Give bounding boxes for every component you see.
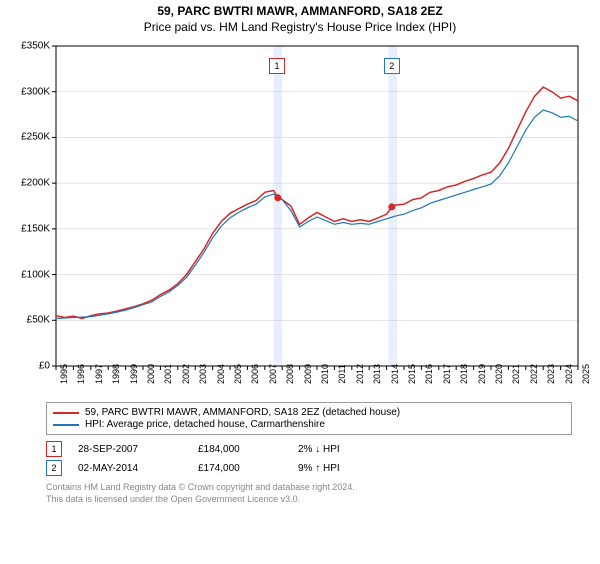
xtick-label: 2018 bbox=[459, 364, 469, 384]
ytick-label: £250K bbox=[10, 132, 50, 143]
xtick-label: 2007 bbox=[268, 364, 278, 384]
xtick-label: 2001 bbox=[163, 364, 173, 384]
sale-price: £184,000 bbox=[198, 444, 298, 455]
highlight-band bbox=[274, 46, 283, 366]
xtick-label: 2014 bbox=[390, 364, 400, 384]
xtick-label: 2024 bbox=[564, 364, 574, 384]
ytick-label: £100K bbox=[10, 269, 50, 280]
xtick-label: 2005 bbox=[233, 364, 243, 384]
xtick-label: 2002 bbox=[181, 364, 191, 384]
xtick-label: 1997 bbox=[94, 364, 104, 384]
legend-label: 59, PARC BWTRI MAWR, AMMANFORD, SA18 2EZ… bbox=[85, 407, 400, 418]
sale-table: 1 28-SEP-2007£184,0002% ↓ HPI 2 02-MAY-2014… bbox=[46, 441, 572, 476]
sale-price: £174,000 bbox=[198, 463, 298, 474]
legend-row: HPI: Average price, detached house, Carm… bbox=[53, 419, 565, 430]
legend-swatch bbox=[53, 424, 79, 426]
xtick-label: 1999 bbox=[129, 364, 139, 384]
sale-marker-box: 1 bbox=[46, 441, 62, 457]
sale-row: 1 28-SEP-2007£184,0002% ↓ HPI bbox=[46, 441, 572, 457]
sale-delta: 2% ↓ HPI bbox=[298, 444, 398, 455]
chart-area: £0 £50K £100K £150K £200K £250K £300K £350K 199… bbox=[10, 38, 590, 398]
legend-row: 59, PARC BWTRI MAWR, AMMANFORD, SA18 2EZ… bbox=[53, 407, 565, 418]
xtick-label: 2006 bbox=[250, 364, 260, 384]
chart-title: 59, PARC BWTRI MAWR, AMMANFORD, SA18 2EZ bbox=[0, 4, 600, 18]
xtick-label: 2019 bbox=[477, 364, 487, 384]
plot-border bbox=[56, 46, 578, 366]
xtick-label: 2023 bbox=[546, 364, 556, 384]
xtick-label: 2012 bbox=[355, 364, 365, 384]
xtick-label: 1995 bbox=[59, 364, 69, 384]
xtick-label: 2013 bbox=[372, 364, 382, 384]
xtick-label: 2004 bbox=[216, 364, 226, 384]
series-line-hpi bbox=[56, 110, 578, 319]
xtick-label: 1996 bbox=[76, 364, 86, 384]
footer-line-2: This data is licensed under the Open Gov… bbox=[46, 494, 572, 506]
sale-marker-box: 2 bbox=[46, 460, 62, 476]
xtick-label: 1998 bbox=[111, 364, 121, 384]
legend-swatch bbox=[53, 412, 79, 414]
sale-row: 2 02-MAY-2014£174,0009% ↑ HPI bbox=[46, 460, 572, 476]
sale-delta: 9% ↑ HPI bbox=[298, 463, 398, 474]
series-line-property bbox=[56, 87, 578, 318]
sale-date: 02-MAY-2014 bbox=[78, 463, 198, 474]
footer-attribution: Contains HM Land Registry data © Crown c… bbox=[46, 482, 572, 505]
ytick-label: £300K bbox=[10, 86, 50, 97]
ytick-label: £0 bbox=[10, 361, 50, 372]
xtick-label: 2022 bbox=[529, 364, 539, 384]
ytick-label: £200K bbox=[10, 178, 50, 189]
xtick-label: 2003 bbox=[198, 364, 208, 384]
sale-marker-dot bbox=[274, 194, 281, 201]
xtick-label: 2008 bbox=[285, 364, 295, 384]
xtick-label: 2016 bbox=[424, 364, 434, 384]
chart-subtitle: Price paid vs. HM Land Registry's House … bbox=[0, 20, 600, 34]
xtick-label: 2009 bbox=[303, 364, 313, 384]
callout-1: 1 bbox=[269, 58, 285, 74]
sale-date: 28-SEP-2007 bbox=[78, 444, 198, 455]
ytick-label: £350K bbox=[10, 41, 50, 52]
callout-2: 2 bbox=[384, 58, 400, 74]
chart-svg bbox=[10, 38, 590, 398]
xtick-label: 2011 bbox=[337, 364, 347, 383]
xtick-label: 2015 bbox=[407, 364, 417, 384]
ytick-label: £50K bbox=[10, 315, 50, 326]
xtick-label: 2020 bbox=[494, 364, 504, 384]
footer-line-1: Contains HM Land Registry data © Crown c… bbox=[46, 482, 572, 494]
ytick-label: £150K bbox=[10, 223, 50, 234]
xtick-label: 2025 bbox=[581, 364, 591, 384]
xtick-label: 2000 bbox=[146, 364, 156, 384]
legend-label: HPI: Average price, detached house, Carm… bbox=[85, 419, 325, 430]
xtick-label: 2021 bbox=[511, 364, 521, 384]
sale-marker-dot bbox=[388, 203, 395, 210]
xtick-label: 2017 bbox=[442, 364, 452, 384]
xtick-label: 2010 bbox=[320, 364, 330, 384]
legend-box: 59, PARC BWTRI MAWR, AMMANFORD, SA18 2EZ… bbox=[46, 402, 572, 435]
